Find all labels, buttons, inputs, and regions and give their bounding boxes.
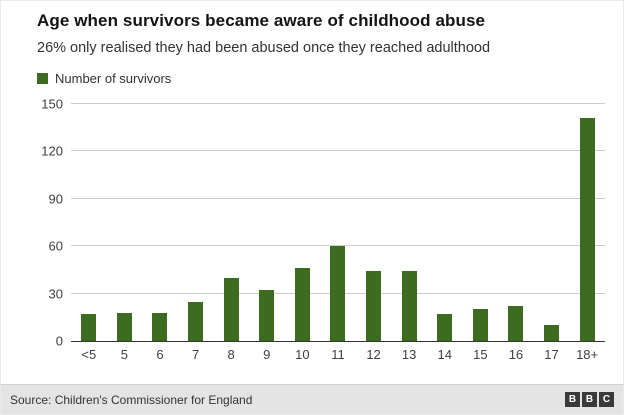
x-tick-label: 16 <box>508 347 524 362</box>
bar-column <box>178 301 214 341</box>
x-tick-label: 10 <box>295 347 310 362</box>
x-tick-label: 8 <box>227 347 235 362</box>
bar <box>508 306 524 341</box>
y-tick-label: 0 <box>55 333 63 349</box>
bar <box>294 268 310 341</box>
chart-title: Age when survivors became aware of child… <box>37 11 486 30</box>
bbc-logo-block: B <box>582 392 597 407</box>
gridline <box>71 103 605 104</box>
x-tick-label: 17 <box>544 347 559 362</box>
bar <box>259 290 275 341</box>
x-tick-label: 14 <box>437 347 452 362</box>
bar-column <box>391 271 427 341</box>
chart-area: 0 30 60 90 120 150 <5 5 6 7 8 9 10 11 12 13 14 15 16 17 18+ <box>37 98 605 362</box>
x-tick-label: 12 <box>366 347 381 362</box>
y-tick-label: 150 <box>41 96 63 112</box>
bar-column <box>249 290 285 341</box>
x-tick-label: <5 <box>81 347 97 362</box>
bar-column <box>320 246 356 341</box>
x-tick-label: 18+ <box>576 347 599 362</box>
x-tick-label: 5 <box>120 347 128 362</box>
bar <box>116 312 132 341</box>
y-tick-label: 120 <box>41 143 63 159</box>
source-text: Source: Children's Commissioner for Engl… <box>10 392 253 407</box>
legend-swatch-icon <box>37 73 48 84</box>
gridline <box>71 245 605 247</box>
x-tick-label: 15 <box>473 347 488 362</box>
y-tick-label: 90 <box>48 191 63 207</box>
bar <box>81 314 97 341</box>
bar <box>188 301 204 341</box>
bars-container <box>71 104 605 341</box>
bar <box>401 271 417 341</box>
bar <box>472 309 488 341</box>
bar-column <box>71 314 107 341</box>
y-tick-label: 30 <box>48 286 63 302</box>
bar <box>223 277 239 341</box>
plot-area <box>71 103 605 342</box>
bar-column <box>107 312 143 341</box>
legend: Number of survivors <box>37 71 605 86</box>
bar-column <box>463 309 499 341</box>
x-tick-label: 11 <box>331 347 345 362</box>
bar-column <box>285 268 321 341</box>
x-tick-label: 9 <box>263 347 271 362</box>
bar-column <box>213 277 249 341</box>
x-tick-label: 6 <box>156 347 164 362</box>
bar-column <box>142 312 178 341</box>
footer: Source: Children's Commissioner for Engl… <box>1 384 623 414</box>
bbc-logo-block: B <box>565 392 580 407</box>
gridline <box>71 197 605 199</box>
x-axis-labels: <5 5 6 7 8 9 10 11 12 13 14 15 16 17 18+ <box>71 342 605 362</box>
x-tick-label: 13 <box>401 347 417 362</box>
x-tick-label: 7 <box>191 347 200 362</box>
bar <box>544 325 560 341</box>
legend-label: Number of survivors <box>55 71 172 86</box>
bar <box>152 312 168 341</box>
bar-column <box>498 306 534 341</box>
bar <box>330 246 346 341</box>
y-axis-labels: 0 30 60 90 120 150 <box>37 98 63 348</box>
bar-column <box>569 118 605 341</box>
gridline <box>71 150 605 152</box>
bbc-logo-block: C <box>599 392 614 407</box>
chart-subtitle: 26% only realised they had been abused o… <box>37 40 491 56</box>
bar-column <box>356 271 392 341</box>
bar <box>437 314 453 341</box>
bar-column <box>534 325 570 341</box>
bar <box>579 118 595 341</box>
y-tick-label: 60 <box>48 238 63 254</box>
bar <box>366 271 382 341</box>
bar-column <box>427 314 463 341</box>
